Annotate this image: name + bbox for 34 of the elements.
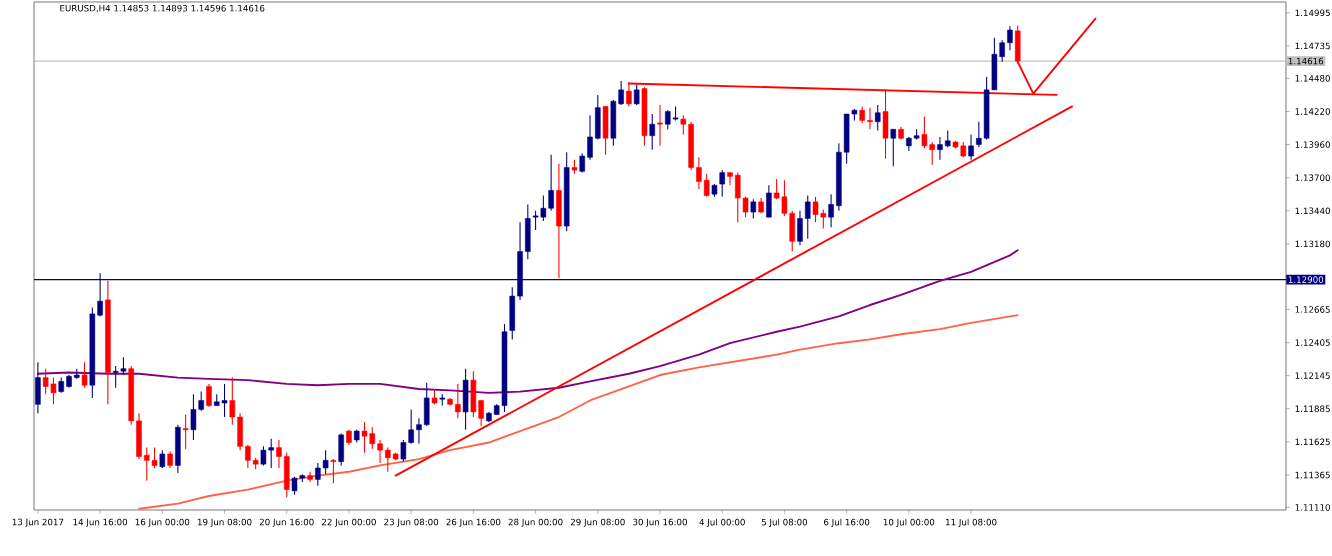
x-tick-label: 22 Jun 00:00 — [322, 518, 376, 527]
x-tick-label: 4 Jul 00:00 — [699, 518, 745, 528]
y-tick-label: 1.13960 — [1295, 141, 1330, 148]
x-tick-label: 30 Jun 16:00 — [633, 518, 687, 527]
x-tick-label: 5 Jul 08:00 — [761, 518, 808, 528]
x-tick-label: 29 Jun 08:00 — [570, 518, 625, 527]
x-tick-label: 14 Jun 16:00 — [73, 518, 128, 527]
x-tick-label: 28 Jun 00:00 — [508, 518, 563, 527]
y-tick-label: 1.11110 — [1295, 504, 1330, 511]
y-tick-label: 1.12665 — [1295, 306, 1330, 313]
y-tick-label: 1.13700 — [1295, 174, 1330, 181]
x-tick-label: 19 Jun 08:00 — [197, 518, 252, 527]
x-tick-label: 13 Jun 2017 — [12, 518, 64, 527]
y-tick-label: 1.14480 — [1295, 75, 1330, 82]
y-tick-label: 1.13440 — [1295, 207, 1330, 215]
ref-line-label: 1.12900 — [1288, 276, 1324, 283]
y-tick-label: 1.14995 — [1295, 9, 1330, 17]
y-tick-label: 1.14220 — [1295, 108, 1330, 115]
x-tick-label: 26 Jun 16:00 — [446, 518, 501, 527]
ref-line-label: 1.14616 — [1288, 57, 1324, 65]
y-tick-label: 1.11365 — [1295, 471, 1330, 479]
x-tick-label: 6 Jul 16:00 — [824, 518, 870, 528]
x-tick-label: 10 Jul 00:00 — [883, 518, 935, 528]
x-tick-label: 23 Jun 08:00 — [384, 518, 439, 527]
y-tick-label: 1.12145 — [1295, 372, 1330, 379]
x-tick-label: 11 Jul 08:00 — [946, 518, 997, 528]
y-tick-label: 1.12405 — [1295, 339, 1330, 346]
chart-title: EURUSD,H4 1.14853 1.14893 1.14596 1.14616 — [60, 4, 265, 13]
y-tick-label: 1.14735 — [1295, 42, 1330, 50]
y-tick-label: 1.11625 — [1295, 438, 1330, 446]
y-tick-label: 1.13180 — [1295, 240, 1330, 248]
y-tick-label: 1.11885 — [1295, 405, 1330, 413]
x-tick-label: 20 Jun 16:00 — [259, 518, 314, 527]
x-tick-label: 16 Jun 00:00 — [135, 518, 190, 527]
